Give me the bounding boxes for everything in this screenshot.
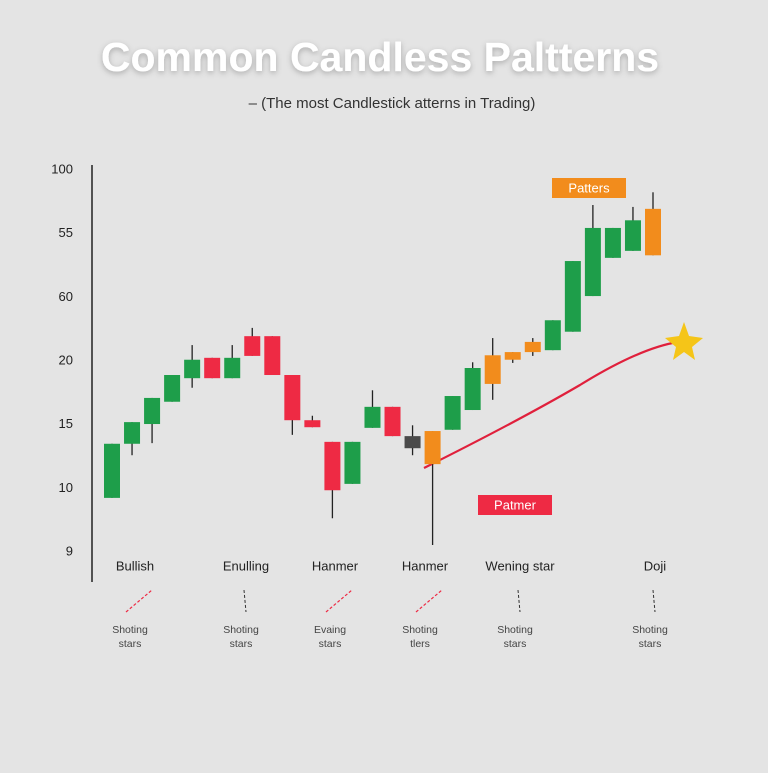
candle-body bbox=[604, 227, 621, 258]
annotation-box bbox=[552, 178, 626, 198]
y-tick-label: 15 bbox=[59, 416, 73, 431]
pattern-note: stars bbox=[119, 638, 142, 650]
y-tick-label: 20 bbox=[59, 352, 73, 367]
candle-body bbox=[424, 431, 441, 465]
pattern-name: Wening star bbox=[485, 558, 555, 573]
candle-body bbox=[264, 336, 281, 376]
star bbox=[665, 322, 703, 360]
pattern-note: Shoting bbox=[632, 624, 668, 636]
pattern-name: Hanmer bbox=[402, 558, 449, 573]
annotation: Patters bbox=[568, 180, 610, 195]
pattern-note: Shoting bbox=[112, 624, 148, 636]
arrow bbox=[325, 589, 353, 613]
candle-body bbox=[324, 441, 341, 491]
candle-body bbox=[204, 357, 221, 379]
candle-body bbox=[164, 375, 181, 402]
annotation: Patmer bbox=[494, 497, 537, 512]
pattern-name: Enulling bbox=[223, 558, 269, 573]
candle-body bbox=[624, 220, 641, 251]
chart-title: Common Candless Paltterns bbox=[101, 34, 659, 80]
candle-body bbox=[564, 261, 581, 332]
pattern-note: stars bbox=[230, 638, 253, 650]
candle-body bbox=[404, 436, 421, 449]
candle-body bbox=[444, 396, 461, 430]
pattern-note: stars bbox=[504, 638, 527, 650]
candle-body bbox=[384, 406, 401, 437]
candle-body bbox=[124, 422, 141, 444]
candle-body bbox=[304, 420, 321, 428]
arrow bbox=[243, 589, 247, 613]
pattern-note: stars bbox=[319, 638, 342, 650]
candle-body bbox=[184, 359, 201, 379]
candle-body bbox=[344, 441, 361, 484]
pattern-note: Shoting bbox=[223, 624, 259, 636]
pattern-note: Evaing bbox=[314, 624, 346, 636]
candle-body bbox=[524, 341, 541, 353]
candle-body bbox=[584, 227, 601, 297]
y-tick-label: 55 bbox=[59, 225, 73, 240]
candle-body bbox=[244, 336, 261, 356]
pattern-note: Shoting bbox=[497, 624, 533, 636]
pattern-name: Hanmer bbox=[312, 558, 359, 573]
candle-body bbox=[544, 320, 561, 351]
y-tick-label: 9 bbox=[66, 543, 73, 558]
arrow bbox=[415, 589, 443, 613]
arrow bbox=[125, 589, 153, 613]
y-tick-label: 60 bbox=[59, 289, 73, 304]
y-tick-label: 10 bbox=[59, 480, 73, 495]
candle-body bbox=[464, 368, 481, 411]
pattern-name: Bullish bbox=[116, 558, 154, 573]
candle-body bbox=[104, 443, 120, 498]
pattern-name: Doji bbox=[644, 558, 667, 573]
arrow bbox=[652, 589, 656, 613]
annotation-box bbox=[478, 495, 552, 515]
candle-body bbox=[364, 406, 381, 428]
arrow bbox=[517, 589, 521, 613]
pattern-note: tlers bbox=[410, 638, 430, 650]
pattern-note: stars bbox=[639, 638, 662, 650]
candle-body bbox=[284, 375, 301, 421]
y-tick-label: 100 bbox=[51, 161, 73, 176]
pattern-note: Shoting bbox=[402, 624, 438, 636]
candle-body bbox=[645, 208, 661, 256]
candle-body bbox=[504, 352, 521, 360]
candle-body bbox=[224, 357, 241, 379]
chart-subtitle: – (The most Candlestick atterns in Tradi… bbox=[249, 95, 536, 112]
trend-line bbox=[423, 340, 679, 469]
candle-body bbox=[144, 397, 161, 425]
candle-body bbox=[484, 355, 501, 384]
